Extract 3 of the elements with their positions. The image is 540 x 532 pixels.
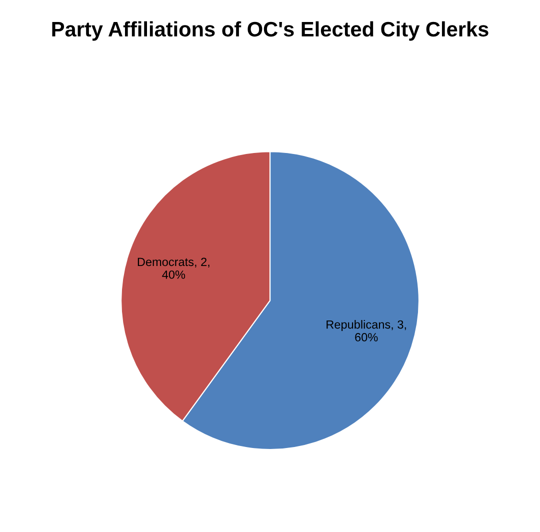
chart-title: Party Affiliations of OC's Elected City Clerks — [52, 21, 488, 41]
slice-label: Republicans, 3, 60% — [326, 320, 406, 342]
slice-label: Democrats, 2, 40% — [138, 258, 210, 279]
